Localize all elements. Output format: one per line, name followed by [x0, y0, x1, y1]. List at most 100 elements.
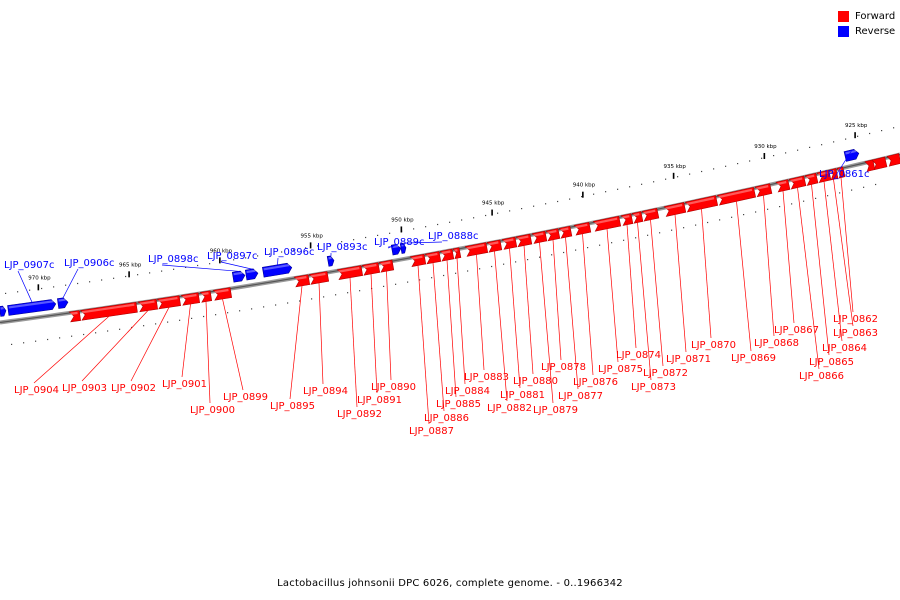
gene-arrow[interactable] [545, 228, 561, 242]
gene-arrow[interactable] [361, 262, 381, 276]
gene-arrow[interactable] [399, 242, 407, 254]
gene-arrow[interactable] [816, 169, 832, 184]
gene-label[interactable]: LJP_0886 [424, 413, 469, 424]
gene-ljp_0864[interactable] [816, 169, 832, 184]
gene-ljp_0890[interactable] [378, 259, 395, 273]
gene-label[interactable]: LJP_0864 [822, 343, 867, 354]
gene-arrow[interactable] [336, 265, 364, 280]
gene-arrow[interactable] [199, 290, 213, 303]
gene-arrow[interactable] [0, 305, 7, 317]
gene-label[interactable]: LJP_0882 [487, 403, 532, 414]
gene-ljp_0883[interactable] [464, 242, 489, 257]
gene-arrow[interactable] [788, 175, 807, 190]
gene-ljp_0895[interactable] [293, 274, 311, 288]
gene-ljp_0892[interactable] [336, 265, 364, 280]
gene-ljp_0886[interactable] [424, 251, 442, 265]
gene-arrow[interactable] [464, 242, 489, 257]
gene-label[interactable]: LJP_0870 [691, 340, 736, 351]
gene-ljp_0867[interactable] [775, 179, 791, 193]
gene-arrow[interactable] [409, 253, 427, 267]
gene-arrow[interactable] [754, 183, 773, 198]
gene-label[interactable]: LJP_0863 [833, 328, 878, 339]
gene-arrow[interactable] [871, 156, 888, 171]
gene-arrow[interactable] [641, 207, 660, 222]
gene-arrow[interactable] [79, 301, 138, 321]
gene-label[interactable]: LJP_0901 [162, 379, 207, 390]
gene-arrow[interactable] [531, 230, 548, 244]
gene-label[interactable]: LJP_0903 [62, 383, 107, 394]
gene-ljp_0899[interactable] [212, 287, 233, 301]
gene-arrow[interactable] [424, 251, 442, 265]
gene-ljp_0888c[interactable] [399, 242, 407, 254]
gene-arrow[interactable] [592, 215, 622, 232]
gene-ljp_0908c[interactable] [0, 305, 7, 317]
gene-label[interactable]: LJP_0884 [445, 386, 490, 397]
gene-ljp_0879[interactable] [531, 230, 548, 244]
gene-ljp_0887[interactable] [409, 253, 427, 267]
gene-label[interactable]: LJP_0872 [643, 368, 688, 379]
gene-arrow[interactable] [716, 186, 757, 206]
gene-arrow[interactable] [486, 239, 503, 253]
gene-arrow[interactable] [231, 270, 246, 283]
gene-label[interactable]: LJP_0879 [533, 405, 578, 416]
gene-label[interactable]: LJP_0892 [337, 409, 382, 420]
gene-arrow[interactable] [620, 213, 634, 226]
gene-ljp_0894[interactable] [308, 271, 330, 285]
gene-ljp_0870[interactable] [684, 195, 719, 213]
gene-label[interactable]: LJP_0887 [409, 426, 454, 437]
gene-arrow[interactable] [631, 211, 644, 224]
gene-arrow[interactable] [378, 259, 395, 273]
gene-label[interactable]: LJP_0869 [731, 353, 776, 364]
gene-label[interactable]: LJP_0898c [148, 254, 199, 265]
gene-ljp_0900[interactable] [199, 290, 213, 303]
gene-label[interactable]: LJP_0873 [631, 382, 676, 393]
gene-arrow[interactable] [262, 262, 293, 278]
gene-arrow[interactable] [684, 195, 719, 213]
gene-arrow[interactable] [439, 248, 455, 262]
gene-ljp_0893c[interactable] [326, 255, 335, 267]
gene-label[interactable]: LJP_0890 [371, 382, 416, 393]
gene-label[interactable]: LJP_0880 [513, 376, 558, 387]
gene-ljp_0869[interactable] [716, 186, 757, 206]
gene-ljp_0884[interactable] [452, 247, 462, 260]
gene-arrow[interactable] [558, 225, 573, 239]
gene-label[interactable]: LJP_0876 [573, 377, 618, 388]
gene-ljp_0880[interactable] [515, 233, 533, 248]
gene-label[interactable]: LJP_0861c [819, 169, 870, 180]
gene-label[interactable]: LJP_0874 [616, 350, 661, 361]
gene-label[interactable]: LJP_0896c [264, 247, 315, 258]
gene-arrow[interactable] [244, 268, 259, 281]
gene-ljp_0906c[interactable] [57, 297, 69, 309]
gene-label[interactable]: LJP_0895 [270, 401, 315, 412]
gene-ljp_0903[interactable] [137, 298, 158, 313]
gene-arrow[interactable] [515, 233, 533, 248]
gene-label[interactable]: LJP_0906c [64, 258, 115, 269]
gene-label[interactable]: LJP_0868 [754, 338, 799, 349]
gene-ljp_0882[interactable] [486, 239, 503, 253]
gene-ljp_0898c[interactable] [231, 270, 246, 283]
gene-ljp_0875[interactable] [592, 215, 622, 232]
gene-ljp_0885[interactable] [439, 248, 455, 262]
gene-arrow[interactable] [137, 298, 158, 313]
gene-arrow[interactable] [68, 310, 81, 323]
gene-ljp_0877[interactable] [558, 225, 573, 239]
gene-ljp_0897c[interactable] [244, 268, 259, 281]
gene-edge-fragment[interactable] [871, 156, 888, 171]
gene-ljp_0878[interactable] [545, 228, 561, 242]
gene-label[interactable]: LJP_0897c [207, 251, 258, 262]
gene-label[interactable]: LJP_0883 [464, 372, 509, 383]
gene-arrow[interactable] [7, 299, 57, 316]
gene-ljp_0896c[interactable] [262, 262, 293, 278]
gene-ljp_0876[interactable] [573, 221, 592, 236]
gene-ljp_0866[interactable] [788, 175, 807, 190]
gene-label[interactable]: LJP_0899 [223, 392, 268, 403]
gene-label[interactable]: LJP_0867 [774, 325, 819, 336]
gene-ljp_0868[interactable] [754, 183, 773, 198]
gene-arrow[interactable] [501, 236, 518, 250]
gene-label[interactable]: LJP_0900 [190, 405, 235, 416]
gene-arrow[interactable] [180, 292, 201, 306]
gene-arrow[interactable] [57, 297, 69, 309]
gene-label[interactable]: LJP_0894 [303, 386, 348, 397]
gene-label[interactable]: LJP_0866 [799, 371, 844, 382]
gene-arrow[interactable] [452, 247, 462, 260]
